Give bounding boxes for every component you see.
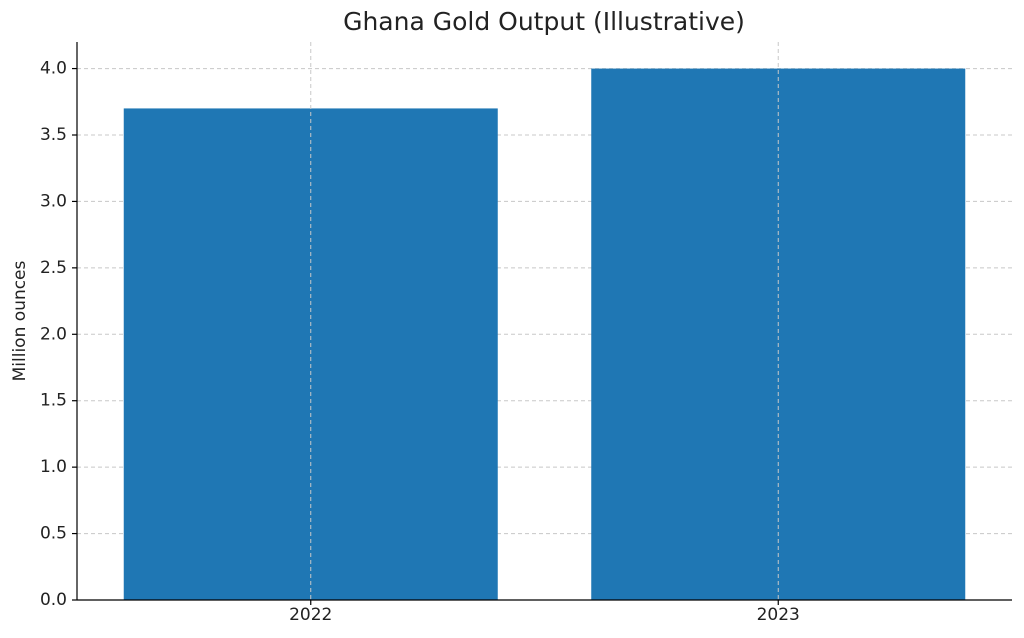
y-axis-label: Million ounces: [10, 260, 30, 381]
y-tick-label: 2.0: [40, 324, 67, 344]
chart-title: Ghana Gold Output (Illustrative): [343, 7, 745, 36]
y-tick-label: 0.0: [40, 590, 67, 610]
y-tick-label: 4.0: [40, 59, 67, 79]
x-tick-label: 2023: [757, 605, 800, 625]
y-tick-label: 3.0: [40, 191, 67, 211]
y-tick-label: 1.5: [40, 391, 67, 411]
y-tick-label: 2.5: [40, 258, 67, 278]
x-tick-label: 2022: [289, 605, 332, 625]
y-tick-label: 3.5: [40, 125, 67, 145]
y-tick-label: 0.5: [40, 524, 67, 544]
y-tick-label: 1.0: [40, 457, 67, 477]
